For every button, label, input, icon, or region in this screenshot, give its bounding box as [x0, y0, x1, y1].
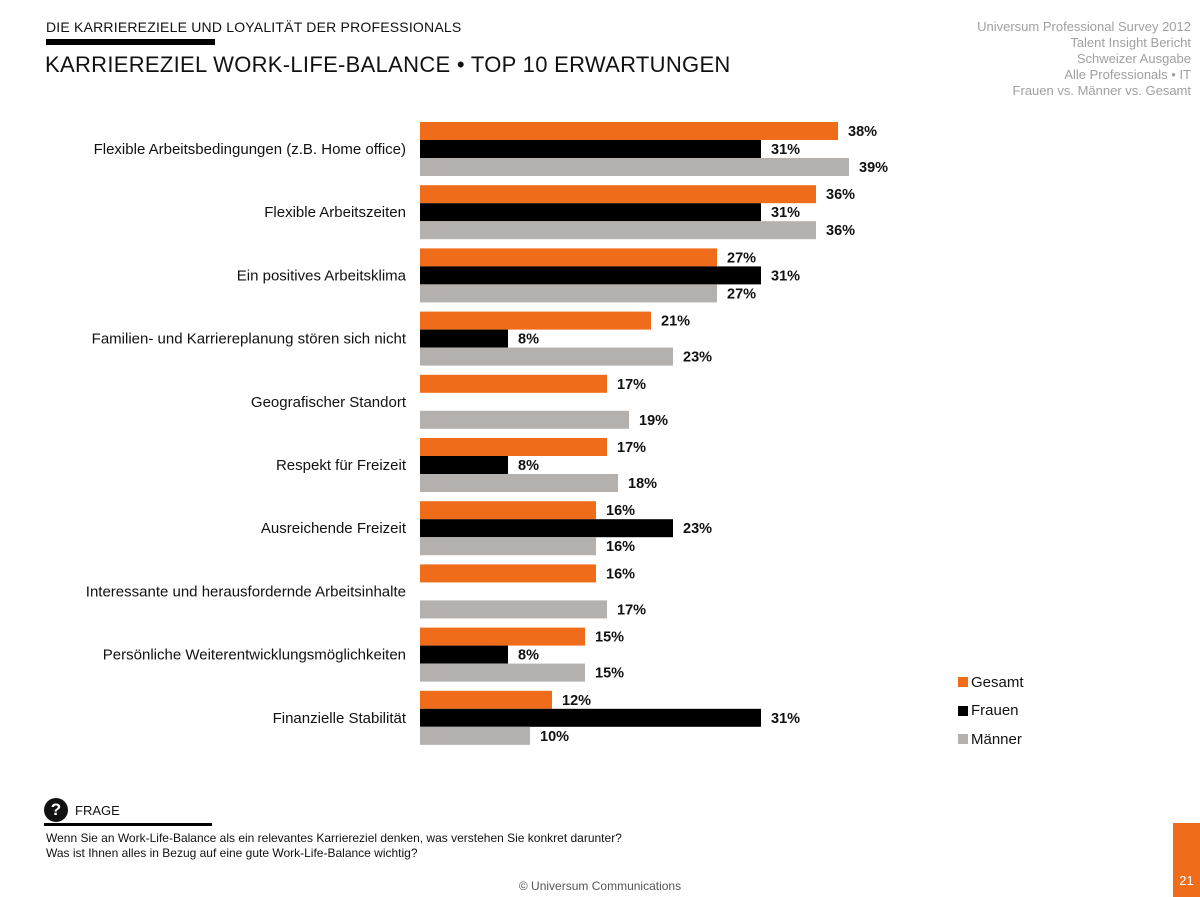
bar-maenner: [420, 347, 673, 366]
data-label: 27%: [727, 250, 756, 266]
data-label: 27%: [727, 286, 756, 302]
bar-frauen: [420, 329, 508, 348]
data-label: 39%: [859, 160, 888, 176]
category-label: Ausreichende Freizeit: [261, 520, 407, 537]
data-label: 21%: [661, 314, 690, 330]
bar-maenner: [420, 537, 596, 556]
legend-label: Frauen: [971, 702, 1019, 720]
bar-gesamt: [420, 438, 607, 456]
legend-swatch-frauen: [958, 705, 968, 716]
data-label: 15%: [595, 666, 624, 682]
data-label: 12%: [562, 693, 591, 709]
legend-item-maenner: Männer: [958, 725, 1024, 754]
frage-label: FRAGE: [75, 803, 120, 818]
bar-gesamt: [420, 690, 552, 709]
category-label: Flexible Arbeitsbedingungen (z.B. Home o…: [94, 141, 406, 158]
data-label: 16%: [606, 566, 635, 582]
bar-maenner: [420, 410, 629, 429]
data-label: 31%: [771, 142, 800, 158]
section-title: DIE KARRIEREZIELE UND LOYALITÄT DER PROF…: [46, 19, 462, 35]
bar-frauen: [420, 456, 508, 474]
data-label: 36%: [826, 223, 855, 239]
data-label: 31%: [771, 268, 800, 284]
category-label: Flexible Arbeitszeiten: [264, 204, 406, 221]
data-label: 15%: [595, 630, 624, 646]
page-number-box: [1173, 823, 1200, 897]
copyright: © Universum Communications: [518, 879, 682, 893]
category-label: Finanzielle Stabilität: [273, 710, 407, 727]
question-line: Was ist Ihnen alles in Bezug auf eine gu…: [46, 846, 418, 860]
data-label: 18%: [628, 476, 657, 492]
bar-maenner: [420, 284, 717, 303]
category-label: Familien- und Karriereplanung stören sic…: [92, 331, 407, 348]
data-label: 17%: [617, 377, 646, 393]
legend-swatch-gesamt: [958, 677, 968, 688]
meta-line: Talent Insight Bericht: [1070, 35, 1191, 50]
page-number: 21: [1179, 873, 1194, 888]
data-label: 8%: [518, 458, 539, 474]
page-title: KARRIEREZIEL WORK-LIFE-BALANCE • TOP 10 …: [45, 52, 731, 77]
category-label: Respekt für Freizeit: [276, 457, 407, 474]
bar-gesamt: [420, 248, 717, 267]
legend-item-frauen: Frauen: [958, 697, 1024, 726]
data-label: 23%: [683, 350, 712, 366]
data-label: 8%: [518, 332, 539, 348]
meta-line: Frauen vs. Männer vs. Gesamt: [1012, 83, 1191, 98]
data-label: 17%: [617, 602, 646, 618]
data-label: 31%: [771, 711, 800, 727]
data-label: 8%: [518, 648, 539, 664]
bar-maenner: [420, 600, 607, 619]
data-label: 19%: [639, 413, 668, 429]
data-label: 10%: [540, 729, 569, 745]
data-label: 36%: [826, 187, 855, 203]
data-label: 17%: [617, 440, 646, 456]
bar-maenner: [420, 663, 585, 682]
bar-gesamt: [420, 185, 816, 204]
legend-label: Gesamt: [971, 673, 1024, 691]
bar-maenner: [420, 474, 618, 492]
data-label: 38%: [848, 124, 877, 140]
chart-legend: Gesamt Frauen Männer: [958, 668, 1024, 754]
bar-gesamt: [420, 122, 838, 140]
meta-line: Alle Professionals • IT: [1064, 67, 1191, 82]
data-label: 16%: [606, 503, 635, 519]
bar-frauen: [420, 708, 761, 727]
bar-frauen: [420, 140, 761, 158]
legend-label: Männer: [971, 730, 1022, 748]
survey-meta: Universum Professional Survey 2012 Talen…: [831, 19, 1191, 99]
bar-maenner: [420, 158, 849, 176]
data-label: 23%: [683, 521, 712, 537]
bar-frauen: [420, 645, 508, 664]
bar-gesamt: [420, 501, 596, 520]
category-label: Interessante und herausfordernde Arbeits…: [86, 583, 406, 600]
question-icon: ?: [44, 798, 68, 822]
meta-line: Schweizer Ausgabe: [1076, 51, 1191, 66]
data-label: 16%: [606, 539, 635, 555]
bar-gesamt: [420, 564, 596, 583]
category-label: Ein positives Arbeitsklima: [237, 267, 407, 284]
bar-frauen: [420, 266, 761, 285]
data-label: 31%: [771, 205, 800, 221]
bar-frauen: [420, 203, 761, 222]
category-label: Persönliche Weiterentwicklungsmöglichkei…: [103, 647, 406, 664]
legend-swatch-maenner: [958, 734, 968, 745]
bar-gesamt: [420, 311, 651, 330]
question-line: Wenn Sie an Work-Life-Balance als ein re…: [46, 831, 622, 845]
bar-maenner: [420, 726, 530, 745]
section-title-underline: [46, 39, 215, 45]
bar-gesamt: [420, 627, 585, 646]
bar-gesamt: [420, 374, 607, 393]
bar-frauen: [420, 519, 673, 538]
question-text: Wenn Sie an Work-Life-Balance als ein re…: [46, 831, 622, 861]
legend-item-gesamt: Gesamt: [958, 668, 1024, 697]
bar-maenner: [420, 221, 816, 240]
category-label: Geografischer Standort: [251, 394, 407, 411]
frage-underline: [44, 823, 212, 826]
meta-line: Universum Professional Survey 2012: [977, 19, 1191, 34]
